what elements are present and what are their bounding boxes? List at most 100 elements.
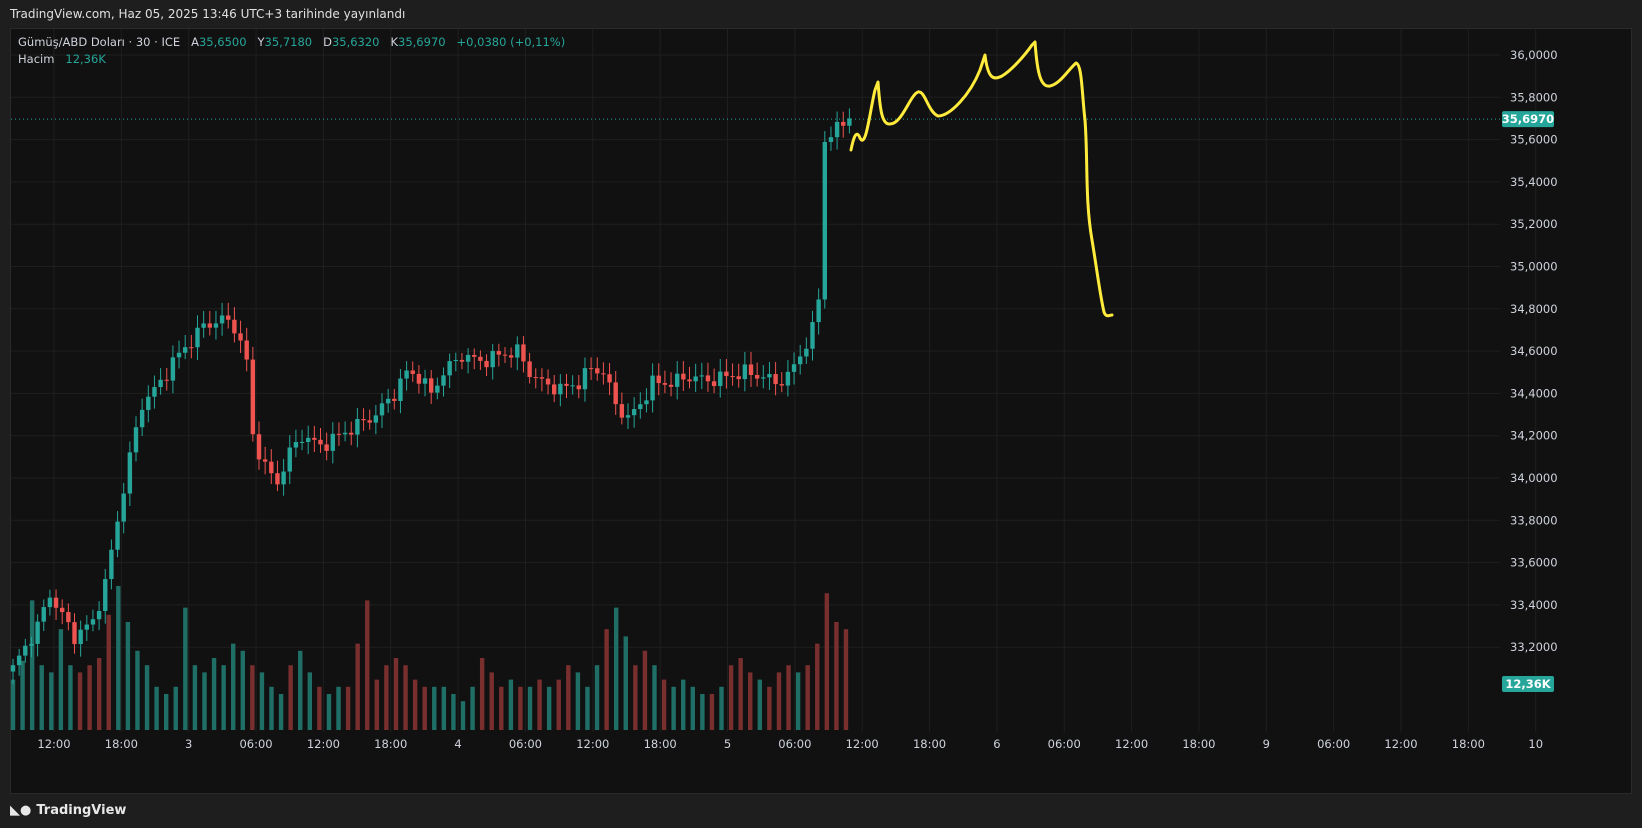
y-tick-label: 33,8000 [1510, 513, 1558, 527]
volume-bar [748, 672, 753, 730]
candle-body [711, 381, 717, 387]
x-tick-label: 6 [993, 737, 1000, 751]
candle-body [72, 622, 77, 645]
candle-body [484, 360, 489, 368]
x-tick-label: 06:00 [1317, 737, 1350, 751]
volume-bar [163, 694, 169, 730]
candle-body [693, 376, 698, 382]
candle-body [170, 357, 176, 381]
top-bar: TradingView.com, Haz 05, 2025 13:46 UTC+… [0, 0, 1642, 28]
volume-bar [374, 679, 380, 730]
candle-body [238, 333, 243, 341]
x-tick-label: 12:00 [1384, 737, 1417, 751]
candle-body [53, 597, 59, 608]
volume-bar [441, 686, 447, 730]
volume-bar [365, 600, 370, 730]
volume-bar [795, 672, 801, 730]
volume-bar [757, 679, 763, 730]
candle-body [330, 433, 335, 451]
candle-body [158, 379, 163, 388]
candle-body [552, 384, 557, 395]
freehand-drawing[interactable] [849, 40, 1114, 318]
candle-body [35, 621, 40, 644]
candle-body [219, 315, 225, 324]
volume-bar [336, 686, 341, 730]
candle-body [625, 415, 631, 418]
tradingview-logo[interactable]: ◣● TradingView [10, 803, 126, 818]
candle-body [435, 385, 440, 393]
volume-bar [39, 665, 44, 730]
candle-body [109, 549, 114, 580]
volume-bar [20, 660, 25, 730]
volume-bar [326, 694, 332, 730]
volume-bar [345, 686, 351, 730]
x-tick-label: 10 [1528, 737, 1543, 751]
chart-frame[interactable] [10, 28, 1632, 794]
y-tick-label: 35,4000 [1510, 175, 1558, 189]
candle-body [736, 376, 741, 380]
candle-body [293, 442, 299, 448]
candle-body [195, 327, 200, 348]
volume-bar [422, 686, 427, 730]
volume-bar [508, 679, 514, 730]
volume-bar [135, 650, 140, 730]
volume-bar [10, 679, 16, 730]
candle-body [287, 447, 292, 472]
volume-bar [68, 665, 73, 730]
volume-bar [671, 686, 676, 730]
volume-bar [412, 679, 418, 730]
candle-body [47, 597, 53, 608]
candle-body [189, 347, 194, 349]
candle-body [564, 383, 569, 386]
candle-body [367, 420, 372, 423]
volume-bar [432, 686, 437, 730]
change-value: +0,0380 (+0,11%) [456, 35, 566, 49]
volume-bar [681, 679, 686, 730]
volume-bar [700, 694, 705, 730]
x-tick-label: 18:00 [913, 737, 946, 751]
bottom-bar: ◣● TradingView [0, 796, 1642, 828]
candle-body [533, 377, 538, 379]
candle-body [718, 371, 723, 387]
candle-body [176, 352, 182, 358]
volume-bar [288, 665, 293, 730]
volume-bar [661, 679, 667, 730]
volume-bar [537, 679, 542, 730]
volume-bar [125, 622, 131, 730]
current-price-label: 35,6970 [1502, 112, 1554, 126]
candle-body [60, 607, 65, 613]
candle-body [250, 359, 256, 435]
candle-body [398, 378, 403, 401]
volume-bar [585, 686, 590, 730]
candle-body [785, 371, 791, 386]
candle-body [133, 427, 139, 453]
volume-bar [393, 658, 399, 730]
candle-body [84, 624, 89, 630]
volume-bar [479, 658, 485, 730]
x-tick-label: 3 [185, 737, 192, 751]
volume-label[interactable]: Hacim [18, 52, 55, 66]
volume-bar [566, 665, 571, 730]
candle-body [441, 375, 446, 386]
close-value: 35,6970 [398, 35, 446, 49]
volume-bar [49, 672, 54, 730]
symbol-name[interactable]: Gümüş/ABD Doları · 30 · ICE [18, 35, 181, 49]
y-tick-label: 33,4000 [1510, 598, 1558, 612]
volume-bar [144, 665, 150, 730]
candle-body [10, 665, 16, 672]
candle-body [490, 351, 495, 368]
candle-body [502, 354, 508, 356]
volume-bar [776, 672, 782, 730]
x-tick-label: 12:00 [307, 737, 340, 751]
candle-body [121, 493, 126, 522]
y-tick-label: 35,0000 [1510, 260, 1558, 274]
candle-body [496, 351, 502, 355]
candle-body [767, 374, 772, 378]
y-tick-label: 34,6000 [1510, 344, 1558, 358]
candle-body [773, 374, 778, 385]
candle-body [226, 315, 231, 320]
candle-body [355, 419, 360, 435]
candle-body [576, 385, 581, 390]
volume-bar [77, 672, 83, 730]
